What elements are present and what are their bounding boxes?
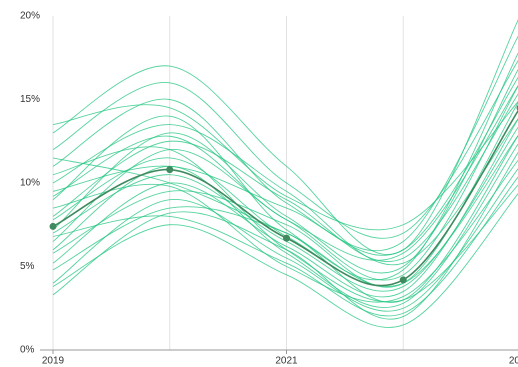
y-tick-label: 15%	[20, 94, 40, 105]
y-tick-label: 0%	[20, 345, 35, 356]
series-line	[52, 52, 518, 281]
mean-point	[283, 234, 290, 242]
x-tick-label: 2021	[275, 356, 298, 367]
series-line	[52, 19, 518, 256]
series-line	[52, 110, 518, 286]
y-tick-label: 5%	[20, 261, 35, 272]
series-line	[52, 126, 518, 292]
mean-point	[399, 276, 407, 284]
series-line	[52, 101, 518, 231]
series-line	[52, 101, 518, 288]
series-line	[52, 176, 518, 317]
series-line	[52, 159, 518, 303]
series-line	[52, 193, 518, 328]
series-line	[52, 35, 518, 252]
series-line	[52, 60, 518, 239]
mean-line	[52, 109, 518, 287]
y-tick-label: 10%	[20, 178, 40, 189]
series-line	[52, 118, 518, 266]
series-line	[52, 134, 518, 287]
x-tick-label: 2023	[509, 356, 518, 367]
series-line	[52, 146, 518, 303]
series-line	[52, 85, 518, 261]
mean-point	[49, 222, 57, 230]
x-tick-label: 2019	[42, 356, 65, 367]
mean-point	[166, 166, 174, 174]
series-line	[52, 76, 518, 256]
y-tick-label: 20%	[20, 11, 40, 22]
series-line	[52, 68, 518, 274]
series-line	[52, 93, 518, 263]
